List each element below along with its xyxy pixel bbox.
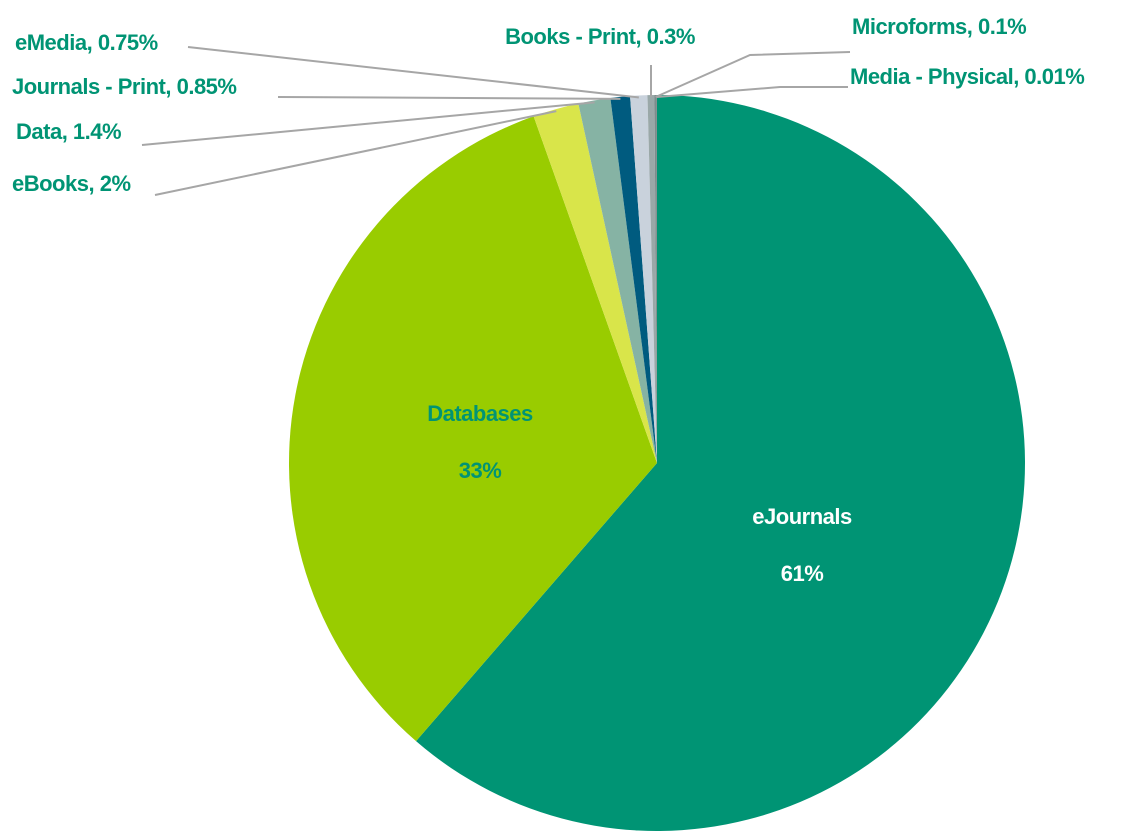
- separator: ,: [636, 24, 647, 49]
- value-label: 0.01%: [1024, 64, 1084, 89]
- category-name: Books - Print: [505, 24, 637, 49]
- slice-label: eBooks, 2%: [12, 171, 131, 196]
- value-label: 0.1%: [978, 14, 1026, 39]
- pie-slice: [533, 103, 657, 463]
- category-name: Data: [16, 119, 63, 144]
- separator: ,: [62, 119, 73, 144]
- separator: ,: [967, 14, 978, 39]
- value-label: 2%: [100, 171, 131, 196]
- leader-line: [655, 51, 851, 98]
- separator: ,: [88, 171, 99, 196]
- value-label: 0.3%: [647, 24, 695, 49]
- pie-slice: [288, 116, 657, 742]
- leader-line: [277, 96, 621, 100]
- category-name: eMedia: [15, 30, 88, 55]
- separator: ,: [1013, 64, 1024, 89]
- value-label: 0.85%: [177, 74, 237, 99]
- slice-label: Books - Print, 0.3%: [505, 24, 695, 49]
- slice-label: Data, 1.4%: [16, 119, 121, 144]
- category-name: eBooks: [12, 171, 89, 196]
- slice-label: Microforms, 0.1%: [852, 14, 1026, 39]
- separator: ,: [87, 30, 98, 55]
- pie-slice: [630, 95, 657, 463]
- slice-label: Journals - Print, 0.85%: [12, 74, 236, 99]
- leader-line: [154, 110, 557, 196]
- category-name: Media - Physical: [850, 64, 1013, 89]
- separator: ,: [165, 74, 176, 99]
- value-label: 61%: [781, 561, 824, 586]
- leader-line: [187, 46, 639, 99]
- slice-label: Databases: [427, 401, 533, 426]
- pie-slice: [610, 95, 657, 463]
- pie-slice: [578, 97, 657, 463]
- pie-slice: [416, 95, 1026, 831]
- pie-slice: [654, 95, 657, 464]
- leader-line: [656, 86, 848, 98]
- category-name: Microforms: [852, 14, 967, 39]
- value-label: 0.75%: [98, 30, 158, 55]
- slice-label: Media - Physical, 0.01%: [850, 64, 1084, 89]
- value-label: 1.4%: [73, 119, 121, 144]
- leader-line: [141, 101, 595, 146]
- category-name: Journals - Print: [12, 74, 167, 99]
- pie-slice: [647, 95, 657, 463]
- slice-label: eJournals: [752, 504, 852, 529]
- slice-label: eMedia, 0.75%: [15, 30, 158, 55]
- value-label: 33%: [459, 458, 502, 483]
